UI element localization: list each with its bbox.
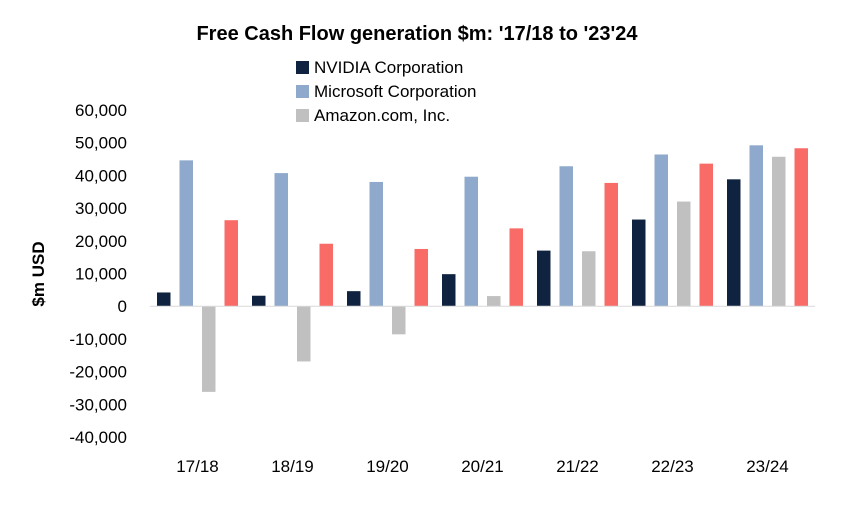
x-tick-label: 18/19 bbox=[271, 457, 314, 476]
y-tick-label: 20,000 bbox=[75, 232, 127, 251]
bar-amazon-22-23 bbox=[677, 201, 691, 307]
bar-nvidia-17-18 bbox=[157, 292, 171, 307]
bar-microsoft-23-24 bbox=[749, 145, 763, 307]
bar-microsoft-20-21 bbox=[464, 176, 478, 307]
y-tick-label: -10,000 bbox=[69, 330, 127, 349]
chart-title: Free Cash Flow generation $m: '17/18 to … bbox=[196, 23, 638, 45]
bars bbox=[157, 145, 808, 392]
y-tick-label: -20,000 bbox=[69, 363, 127, 382]
bar-nvidia-20-21 bbox=[442, 274, 456, 307]
y-tick-label: -30,000 bbox=[69, 395, 127, 414]
legend-label-microsoft: Microsoft Corporation bbox=[314, 82, 477, 101]
y-tick-label: 10,000 bbox=[75, 265, 127, 284]
bar-amazon-17-18 bbox=[202, 306, 216, 392]
bar-fourth-series-23-24 bbox=[794, 148, 808, 307]
bar-amazon-20-21 bbox=[487, 296, 501, 307]
bar-nvidia-21-22 bbox=[537, 250, 551, 307]
x-tick-label: 17/18 bbox=[176, 457, 219, 476]
bar-microsoft-21-22 bbox=[559, 166, 573, 307]
x-tick-label: 22/23 bbox=[651, 457, 694, 476]
bar-amazon-23-24 bbox=[772, 156, 786, 307]
bar-microsoft-17-18 bbox=[179, 160, 193, 307]
legend-swatch-amazon bbox=[296, 109, 309, 122]
bar-nvidia-19-20 bbox=[347, 291, 361, 307]
y-tick-label: 30,000 bbox=[75, 199, 127, 218]
y-tick-label: 50,000 bbox=[75, 134, 127, 153]
y-tick-label: -40,000 bbox=[69, 428, 127, 447]
bar-fourth-series-20-21 bbox=[509, 228, 523, 307]
x-tick-label: 23/24 bbox=[746, 457, 789, 476]
y-axis-label: $m USD bbox=[29, 241, 48, 306]
bar-fourth-series-19-20 bbox=[414, 248, 428, 307]
bar-nvidia-18-19 bbox=[252, 295, 266, 307]
bar-fourth-series-17-18 bbox=[224, 220, 238, 307]
bar-fourth-series-18-19 bbox=[319, 243, 333, 307]
legend-swatch-microsoft bbox=[296, 85, 309, 98]
y-axis-ticks: 60,000 50,000 40,000 30,000 20,000 10,000 0 -10… bbox=[69, 101, 127, 447]
bar-microsoft-19-20 bbox=[369, 181, 383, 307]
bar-microsoft-18-19 bbox=[274, 173, 288, 307]
legend-label-nvidia: NVIDIA Corporation bbox=[314, 58, 463, 77]
bar-amazon-18-19 bbox=[297, 306, 311, 362]
bar-amazon-19-20 bbox=[392, 306, 406, 335]
legend-label-amazon: Amazon.com, Inc. bbox=[314, 106, 450, 125]
x-tick-label: 21/22 bbox=[556, 457, 599, 476]
bar-fourth-series-22-23 bbox=[699, 163, 713, 307]
bar-amazon-21-22 bbox=[582, 251, 596, 307]
bar-nvidia-22-23 bbox=[632, 219, 646, 307]
x-tick-label: 20/21 bbox=[461, 457, 504, 476]
x-tick-label: 19/20 bbox=[366, 457, 409, 476]
y-tick-label: 60,000 bbox=[75, 101, 127, 120]
bar-microsoft-22-23 bbox=[654, 154, 668, 307]
bar-nvidia-23-24 bbox=[727, 179, 741, 307]
legend-swatch-nvidia bbox=[296, 61, 309, 74]
legend: NVIDIA Corporation Microsoft Corporation… bbox=[296, 58, 477, 125]
x-axis-ticks: 17/18 18/19 19/20 20/21 21/22 22/23 23/24 bbox=[176, 457, 789, 476]
y-tick-label: 0 bbox=[118, 297, 127, 316]
bar-fourth-series-21-22 bbox=[604, 182, 618, 307]
y-tick-label: 40,000 bbox=[75, 166, 127, 185]
